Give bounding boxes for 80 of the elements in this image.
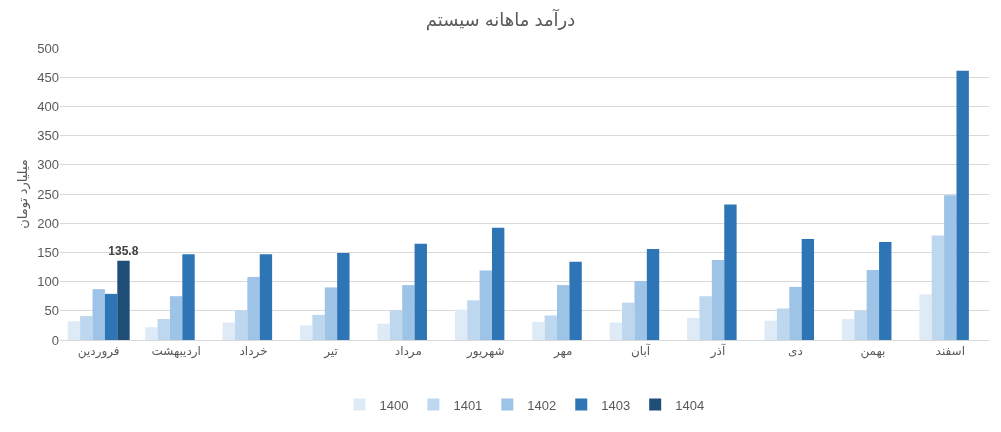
- bar: [699, 296, 712, 340]
- bar: [569, 261, 582, 340]
- legend-label: 1403: [601, 397, 631, 413]
- bar: [931, 235, 945, 340]
- bar: [491, 227, 505, 340]
- bar: [389, 310, 403, 340]
- bar: [67, 321, 81, 340]
- bar: [919, 294, 932, 340]
- bar: [222, 322, 235, 340]
- legend-label: 1404: [675, 397, 705, 413]
- bar: [377, 323, 390, 340]
- bar: [479, 270, 492, 340]
- y-tick-label: 350: [37, 128, 59, 144]
- y-tick-label: 450: [37, 69, 59, 85]
- bar: [711, 259, 725, 340]
- x-tick-label: آبان: [631, 343, 651, 359]
- y-tick-label: 150: [37, 244, 59, 260]
- bar: [789, 286, 802, 340]
- bar: [956, 70, 969, 340]
- y-tick-label: 400: [37, 98, 59, 114]
- bar: [866, 269, 880, 340]
- legend-label: 1400: [379, 397, 409, 413]
- x-tick-label: مهر: [552, 344, 573, 360]
- bar: [467, 300, 480, 340]
- bar: [646, 248, 660, 340]
- y-tick-label: 50: [44, 303, 59, 319]
- bar: [687, 317, 700, 340]
- bar: [841, 318, 855, 340]
- x-tick-label: اسفند: [935, 344, 965, 359]
- x-tick-label: آذر: [709, 343, 726, 360]
- bar: [414, 243, 427, 340]
- bar: [80, 316, 93, 340]
- y-tick-label: 300: [37, 157, 59, 173]
- x-tick-label: خرداد: [239, 344, 268, 360]
- bar: [169, 296, 183, 340]
- y-tick-label: 200: [37, 215, 59, 231]
- bar: [854, 310, 867, 340]
- x-tick-label: بهمن: [860, 344, 886, 360]
- x-tick-label: دی: [788, 344, 803, 359]
- bar: [776, 308, 790, 340]
- bar: [622, 302, 635, 340]
- bar: [402, 285, 415, 340]
- bar: [145, 327, 158, 340]
- bar: [634, 281, 647, 340]
- bar: [234, 310, 248, 340]
- bar: [544, 315, 558, 340]
- bar: [312, 314, 325, 340]
- bar: [944, 195, 957, 340]
- bar: [454, 309, 468, 340]
- bar: [92, 289, 105, 340]
- data-label: 135.8: [108, 243, 139, 258]
- bar: [879, 241, 892, 340]
- bar: [157, 318, 170, 340]
- bar: [724, 204, 737, 340]
- chart-title: درآمد ماهانه سیستم: [425, 7, 576, 31]
- bar: [259, 254, 273, 340]
- y-tick-label: 250: [37, 186, 59, 202]
- x-tick-label: مرداد: [394, 344, 422, 360]
- bar: [182, 254, 195, 340]
- legend-label: 1402: [527, 397, 557, 413]
- bar: [764, 320, 777, 340]
- y-tick-label: 100: [37, 274, 59, 290]
- y-tick-label: 500: [37, 40, 59, 56]
- y-tick-label: 0: [51, 332, 59, 348]
- bar: [609, 322, 623, 340]
- y-axis-title: میلیارد تومان: [15, 159, 32, 229]
- x-tick-label: تیر: [323, 344, 338, 360]
- x-tick-label: شهریور: [466, 344, 505, 360]
- x-tick-label: فروردین: [77, 344, 120, 360]
- bar: [532, 321, 545, 340]
- legend-label: 1401: [453, 397, 483, 413]
- bar: [104, 293, 118, 340]
- bar: [299, 325, 313, 340]
- bar: [337, 252, 350, 340]
- bar: [117, 260, 130, 340]
- x-tick-label: اردیبهشت: [151, 344, 201, 360]
- bar: [324, 287, 338, 340]
- bar: [801, 238, 815, 340]
- bar: [247, 276, 260, 340]
- bar: [557, 285, 570, 340]
